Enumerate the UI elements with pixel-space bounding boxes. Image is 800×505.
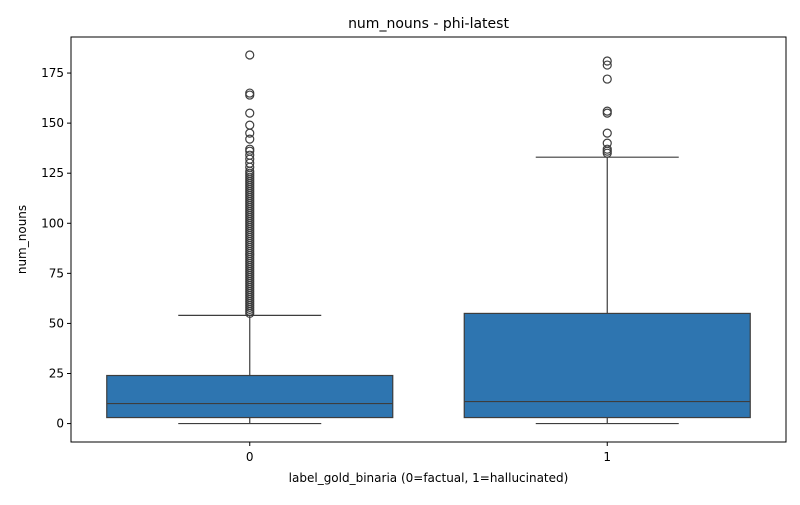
box-group-1 — [463, 56, 751, 425]
y-tick-label: 175 — [41, 66, 64, 80]
y-axis-label: num_nouns — [15, 205, 29, 274]
outlier-point — [245, 120, 255, 130]
iqr-box — [463, 312, 751, 419]
y-tick-label: 125 — [41, 166, 64, 180]
outlier-point — [245, 108, 255, 118]
outlier-point — [602, 60, 612, 70]
outlier-point — [602, 106, 612, 116]
chart-title: num_nouns - phi-latest — [348, 16, 509, 32]
y-tick-label: 75 — [49, 266, 64, 280]
outlier-point — [245, 128, 255, 138]
outlier-point — [602, 56, 612, 66]
box-group-0 — [106, 50, 394, 425]
plot-frame — [70, 36, 787, 443]
y-tick-label: 25 — [49, 366, 64, 380]
outlier-point — [602, 138, 612, 148]
outlier-point — [245, 150, 255, 160]
y-axis: 0 25 50 75 100 125 150 175 — [41, 66, 71, 431]
outlier-point — [245, 144, 255, 154]
outlier-point — [245, 88, 255, 98]
plot-area — [106, 50, 751, 425]
outlier-point — [602, 74, 612, 84]
y-tick-label: 0 — [56, 417, 64, 431]
outlier-point — [245, 50, 255, 60]
y-tick-label: 50 — [49, 316, 64, 330]
y-tick-label: 100 — [41, 216, 64, 230]
x-axis-label: label_gold_binaria (0=factual, 1=halluci… — [289, 471, 569, 485]
iqr-box — [106, 374, 394, 419]
x-tick-label: 0 — [246, 450, 254, 464]
outlier-point — [245, 134, 255, 144]
x-tick-label: 1 — [603, 450, 611, 464]
outlier-point — [602, 128, 612, 138]
y-tick-label: 150 — [41, 116, 64, 130]
outlier-point — [602, 144, 612, 154]
